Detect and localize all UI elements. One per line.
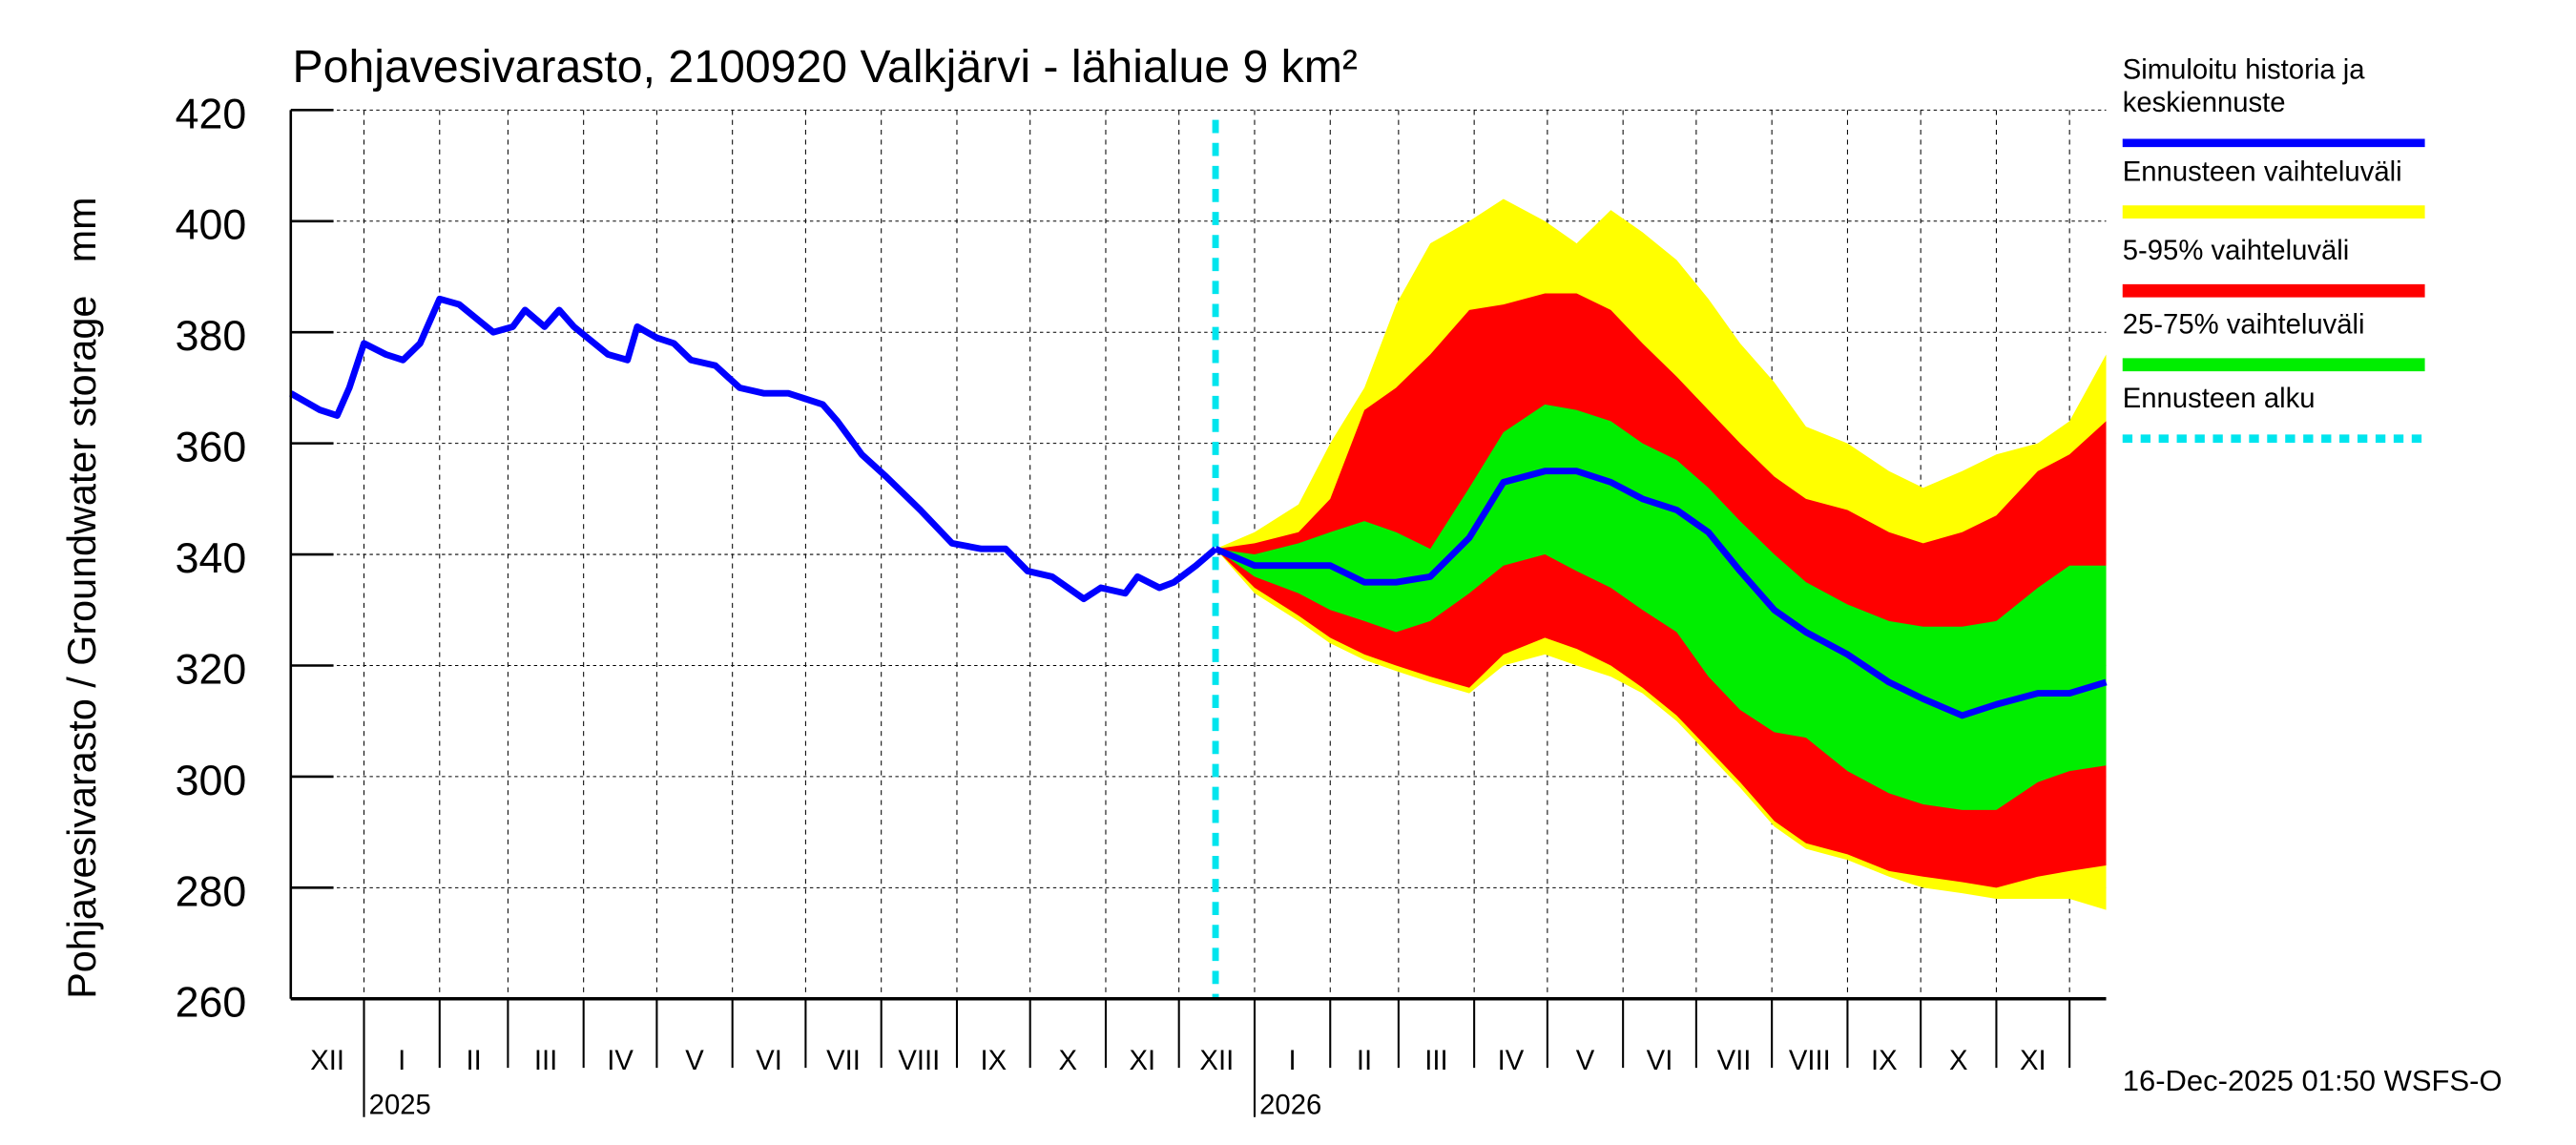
legend-label: Ennusteen alku <box>2123 384 2316 414</box>
month-label: VI <box>1647 1046 1673 1076</box>
month-label: VIII <box>898 1046 940 1076</box>
month-label: III <box>1424 1046 1447 1076</box>
legend-label: 5-95% vaihteluväli <box>2123 236 2350 266</box>
legend-label: Simuloitu historia ja <box>2123 55 2365 86</box>
month-label: IV <box>1498 1046 1525 1076</box>
year-label: 2025 <box>369 1090 431 1120</box>
y-tick-label: 340 <box>176 534 247 582</box>
month-label: V <box>685 1046 704 1076</box>
month-label: IV <box>607 1046 634 1076</box>
timestamp: 16-Dec-2025 01:50 WSFS-O <box>2123 1064 2503 1097</box>
month-label: X <box>1059 1046 1078 1076</box>
month-label: XII <box>1199 1046 1234 1076</box>
month-label: II <box>466 1046 481 1076</box>
band-25-75 <box>1215 404 2107 810</box>
median-forecast-line <box>1214 468 2108 719</box>
y-tick-label: 300 <box>176 757 247 804</box>
month-label: VIII <box>1789 1046 1831 1076</box>
year-label: 2026 <box>1259 1090 1321 1120</box>
month-label: VII <box>826 1046 861 1076</box>
month-label: X <box>1949 1046 1968 1076</box>
legend-label: 25-75% vaihteluväli <box>2123 309 2365 340</box>
month-label: I <box>1289 1046 1297 1076</box>
month-label: III <box>534 1046 557 1076</box>
month-label: V <box>1576 1046 1595 1076</box>
month-label: XI <box>2020 1046 2046 1076</box>
history-line <box>289 295 1218 603</box>
month-label: VII <box>1717 1046 1752 1076</box>
month-label: XII <box>310 1046 344 1076</box>
month-label: IX <box>980 1046 1007 1076</box>
month-label: IX <box>1871 1046 1898 1076</box>
y-tick-label: 260 <box>176 979 247 1027</box>
y-tick-label: 320 <box>176 645 247 693</box>
y-tick-label: 380 <box>176 312 247 360</box>
series-lines <box>289 119 2108 999</box>
legend-label-cont: keskiennuste <box>2123 88 2286 118</box>
month-label: II <box>1357 1046 1372 1076</box>
y-tick-label: 400 <box>176 201 247 249</box>
y-tick-label: 420 <box>176 90 247 137</box>
month-label: XI <box>1130 1046 1156 1076</box>
y-axis-label: Pohjavesivarasto / Groundwater storage m… <box>60 197 104 998</box>
month-label: VI <box>756 1046 782 1076</box>
y-tick-label: 360 <box>176 424 247 471</box>
month-label: I <box>398 1046 405 1076</box>
forecast-bands <box>1215 198 2107 910</box>
legend-label: Ennusteen vaihteluväli <box>2123 156 2402 187</box>
y-tick-label: 280 <box>176 867 247 915</box>
chart-title: Pohjavesivarasto, 2100920 Valkjärvi - lä… <box>293 41 1358 93</box>
